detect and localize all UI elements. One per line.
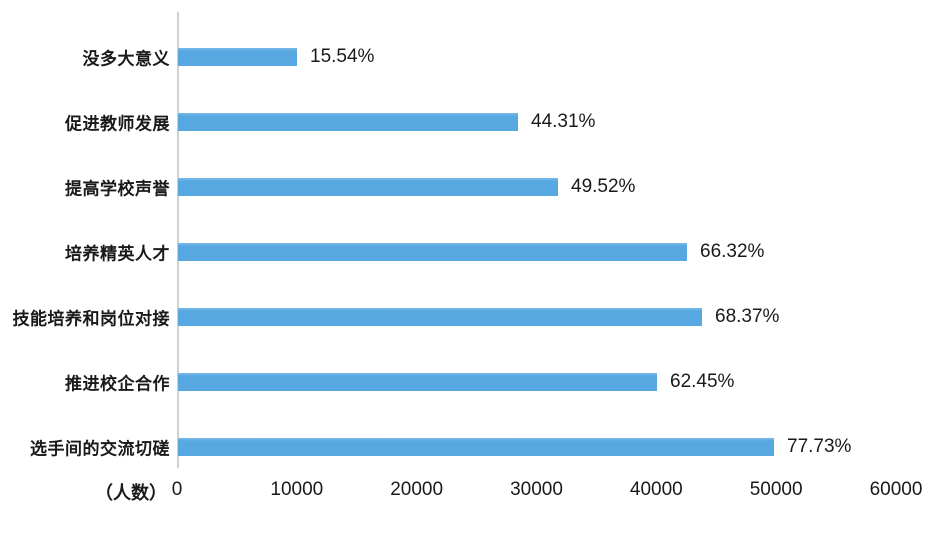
category-label: 促进教师发展 [65, 114, 170, 133]
bar-row: 选手间的交流切磋 77.73% [0, 414, 933, 479]
value-label: 66.32% [700, 240, 765, 262]
x-axis-unit-label: （人数） [95, 483, 167, 503]
bar-row: 技能培养和岗位对接 68.37% [0, 284, 933, 349]
bar [178, 307, 702, 326]
bar-row: 培养精英人才 66.32% [0, 219, 933, 284]
bar-row: 促进教师发展 44.31% [0, 89, 933, 154]
value-label: 77.73% [787, 435, 852, 457]
x-tick-label: 10000 [270, 479, 324, 500]
bar [178, 47, 297, 66]
x-tick-label: 60000 [869, 479, 923, 500]
x-tick-label: 30000 [510, 479, 563, 500]
category-label: 技能培养和岗位对接 [12, 309, 170, 328]
x-tick-label: 50000 [749, 479, 803, 500]
bar-row: 推进校企合作 62.45% [0, 349, 933, 414]
category-label: 培养精英人才 [65, 244, 170, 263]
x-tick-label: 0 [171, 479, 183, 500]
value-label: 68.37% [715, 305, 780, 327]
x-tick-label: 20000 [390, 479, 444, 500]
bar-row: 没多大意义 15.54% [0, 24, 933, 89]
category-label: 推进校企合作 [65, 374, 170, 393]
bar [178, 372, 657, 391]
category-label: 提高学校声誉 [65, 179, 170, 198]
bar [178, 112, 518, 131]
value-label: 49.52% [571, 175, 636, 197]
bar-row: 提高学校声誉 49.52% [0, 154, 933, 219]
category-label: 没多大意义 [82, 49, 170, 68]
category-label: 选手间的交流切磋 [30, 439, 170, 458]
value-label: 15.54% [310, 45, 375, 67]
y-axis-line [177, 12, 179, 468]
value-label: 44.31% [531, 110, 596, 132]
bar [178, 437, 774, 456]
bar [178, 177, 558, 196]
bar [178, 242, 687, 261]
x-tick-label: 40000 [629, 479, 683, 500]
value-label: 62.45% [670, 370, 735, 392]
